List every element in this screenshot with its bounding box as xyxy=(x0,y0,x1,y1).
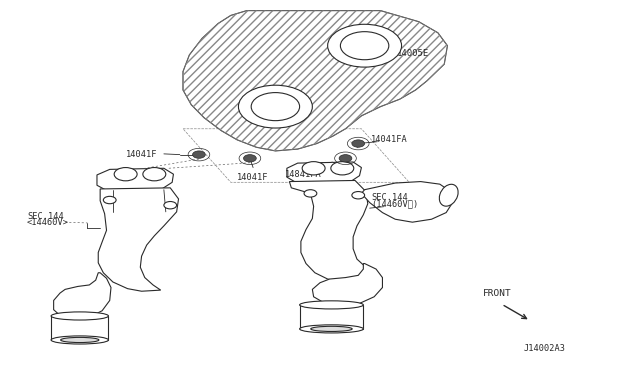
Ellipse shape xyxy=(51,336,108,344)
Ellipse shape xyxy=(311,326,352,331)
Circle shape xyxy=(340,32,389,60)
Circle shape xyxy=(103,196,116,204)
Circle shape xyxy=(339,155,352,162)
Text: 14005E: 14005E xyxy=(396,49,429,58)
Polygon shape xyxy=(97,168,173,190)
Text: 14841FA: 14841FA xyxy=(285,170,322,179)
Ellipse shape xyxy=(439,184,458,206)
Polygon shape xyxy=(312,263,383,306)
Circle shape xyxy=(114,167,137,181)
Polygon shape xyxy=(289,180,374,282)
Circle shape xyxy=(251,93,300,121)
Polygon shape xyxy=(287,162,362,182)
Circle shape xyxy=(143,167,166,181)
Circle shape xyxy=(302,161,325,175)
Text: SEC.144: SEC.144 xyxy=(27,212,63,221)
Bar xyxy=(51,316,108,340)
Circle shape xyxy=(239,85,312,128)
Ellipse shape xyxy=(61,337,99,343)
Polygon shape xyxy=(99,188,179,291)
Bar xyxy=(300,305,364,329)
Circle shape xyxy=(193,151,205,158)
Circle shape xyxy=(352,192,365,199)
Circle shape xyxy=(304,190,317,197)
Polygon shape xyxy=(362,182,452,222)
Text: 14041FA: 14041FA xyxy=(371,135,408,144)
Text: J14002A3: J14002A3 xyxy=(524,344,566,353)
Text: (14460VⅡ): (14460VⅡ) xyxy=(371,199,418,208)
Circle shape xyxy=(328,24,401,67)
Ellipse shape xyxy=(51,312,108,320)
Polygon shape xyxy=(183,11,447,151)
Text: <14460V>: <14460V> xyxy=(27,218,69,227)
Ellipse shape xyxy=(300,301,364,309)
Circle shape xyxy=(331,161,354,175)
Polygon shape xyxy=(54,273,111,319)
Text: 14041F: 14041F xyxy=(237,173,269,182)
Circle shape xyxy=(352,140,365,147)
Text: 14041F: 14041F xyxy=(125,150,157,159)
Text: SEC.144: SEC.144 xyxy=(371,193,408,202)
Circle shape xyxy=(164,202,177,209)
Ellipse shape xyxy=(300,325,364,333)
Circle shape xyxy=(244,155,256,162)
Text: FRONT: FRONT xyxy=(483,289,511,298)
